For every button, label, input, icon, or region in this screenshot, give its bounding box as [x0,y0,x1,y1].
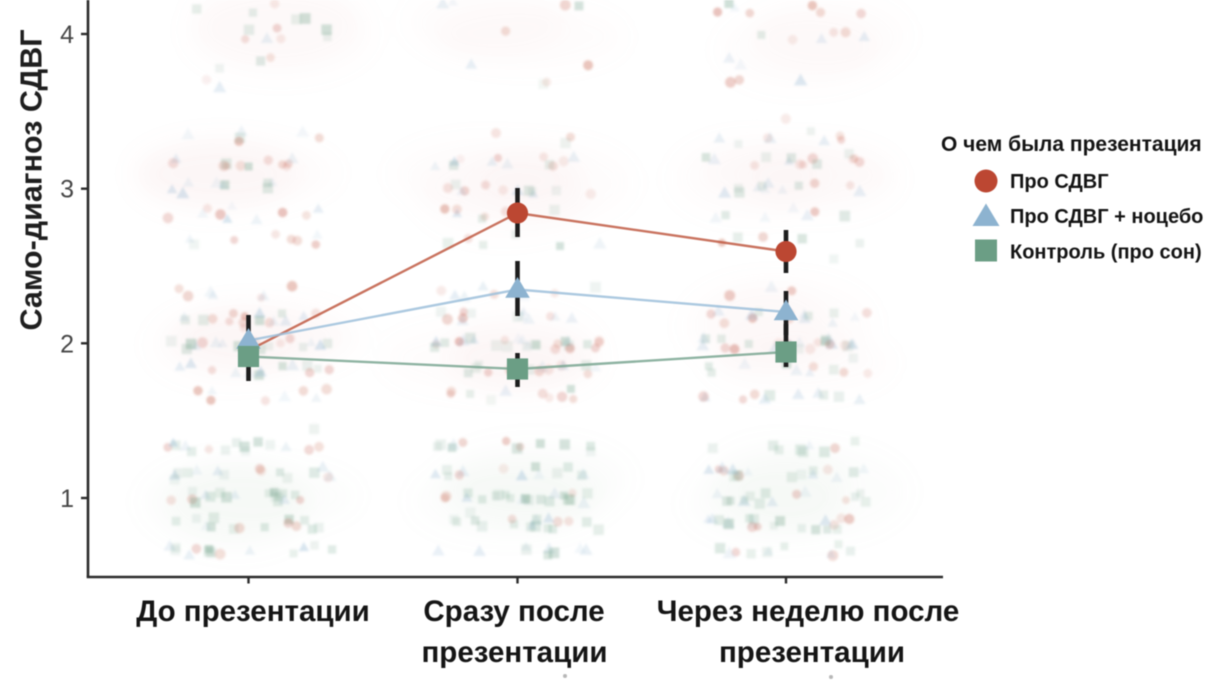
svg-text:презентации: презентации [421,636,607,669]
svg-text:2: 2 [60,330,74,358]
svg-text:Про СДВГ + ноцебо: Про СДВГ + ноцебо [1010,206,1203,228]
svg-text:презентации: презентации [719,636,905,669]
svg-text:3: 3 [60,176,74,204]
svg-text:Контроль (про сон): Контроль (про сон) [1010,242,1202,264]
svg-text:О чем была презентация: О чем была презентация [941,133,1202,156]
svg-text:До презентации: До презентации [136,595,370,628]
svg-text:Сразу после: Сразу после [423,595,604,628]
svg-text:Само-диагноз СДВГ: Само-диагноз СДВГ [15,29,49,330]
svg-text:Про СДВГ: Про СДВГ [1010,171,1109,193]
svg-text:Через неделю после: Через неделю после [657,595,960,628]
svg-text:4: 4 [60,21,74,49]
svg-text:1: 1 [60,485,74,513]
